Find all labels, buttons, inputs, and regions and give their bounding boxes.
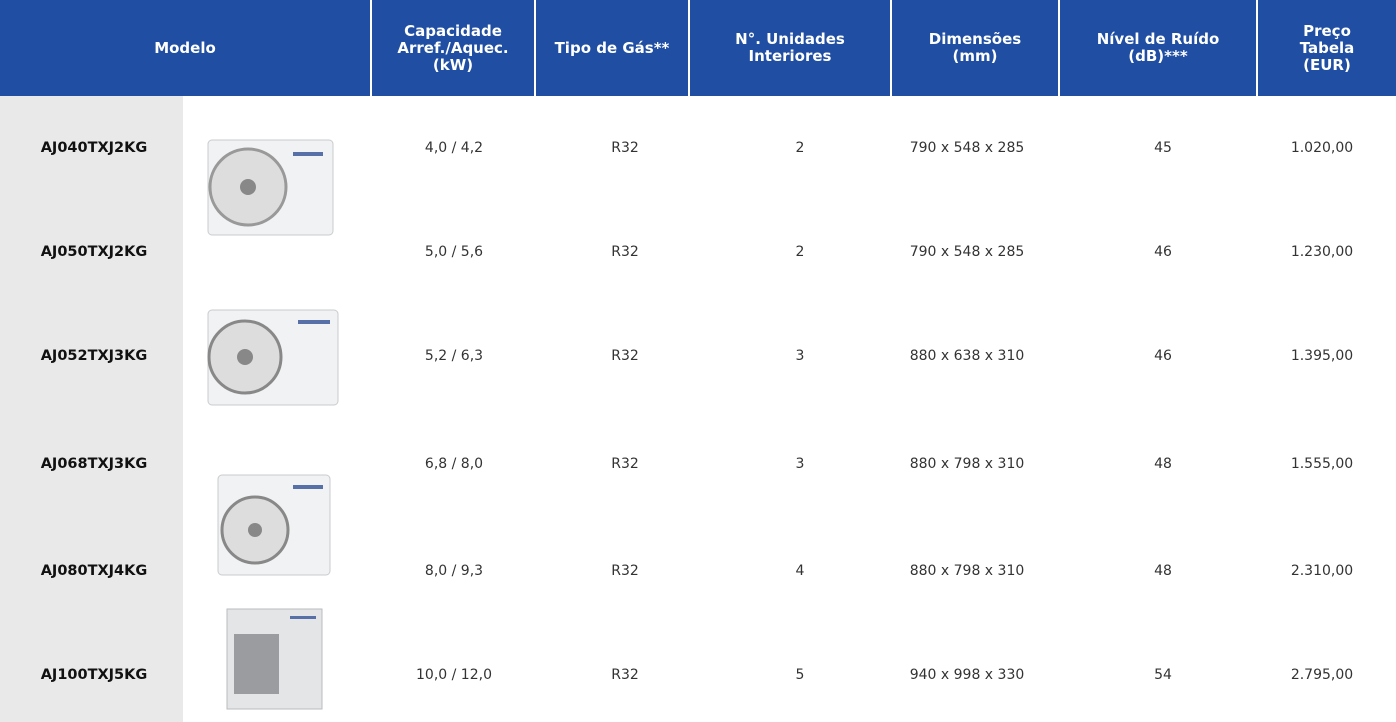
model-name: AJ100TXJ5KG [41, 667, 148, 683]
cell: 5 [796, 667, 805, 683]
cell: 10,0 / 12,0 [416, 667, 492, 683]
cell: 5,0 / 5,6 [425, 244, 483, 260]
cell: 6,8 / 8,0 [425, 456, 483, 472]
cell: 8,0 / 9,3 [425, 563, 483, 579]
header-line: Preço [1303, 23, 1351, 40]
cell: 880 x 638 x 310 [910, 348, 1025, 364]
model-column-bg [0, 96, 183, 722]
header-line: Modelo [154, 40, 216, 57]
model-name: AJ080TXJ4KG [41, 563, 148, 579]
header-line: (dB)*** [1128, 48, 1187, 65]
header-cell: Dimensões(mm) [892, 0, 1060, 96]
cell: R32 [611, 667, 639, 683]
header-line: Capacidade [404, 23, 502, 40]
model-name: AJ040TXJ2KG [41, 140, 148, 156]
header-line: Arref./Aquec. [397, 40, 508, 57]
product-image [203, 300, 343, 412]
cell: 880 x 798 x 310 [910, 456, 1025, 472]
cell: 46 [1154, 244, 1172, 260]
header-cell: Tipo de Gás** [536, 0, 690, 96]
cell: 1.230,00 [1291, 244, 1353, 260]
cell: R32 [611, 348, 639, 364]
model-name: AJ068TXJ3KG [41, 456, 148, 472]
cell: 790 x 548 x 285 [910, 140, 1025, 156]
header-cell: Modelo [0, 0, 372, 96]
product-image [222, 604, 327, 716]
cell: 940 x 998 x 330 [910, 667, 1025, 683]
cell: 880 x 798 x 310 [910, 563, 1025, 579]
cell: 48 [1154, 456, 1172, 472]
cell: 790 x 548 x 285 [910, 244, 1025, 260]
cell: 1.020,00 [1291, 140, 1353, 156]
model-name: AJ052TXJ3KG [41, 348, 148, 364]
cell: 1.555,00 [1291, 456, 1353, 472]
product-image [213, 470, 338, 582]
cell: 3 [796, 348, 805, 364]
model-name: AJ050TXJ2KG [41, 244, 148, 260]
cell: 2 [796, 244, 805, 260]
header-line: Interiores [749, 48, 832, 65]
cell: R32 [611, 244, 639, 260]
cell: 4 [796, 563, 805, 579]
cell: R32 [611, 563, 639, 579]
cell: R32 [611, 456, 639, 472]
header-line: (EUR) [1303, 57, 1351, 74]
cell: 1.395,00 [1291, 348, 1353, 364]
header-line: Tabela [1300, 40, 1355, 57]
cell: 4,0 / 4,2 [425, 140, 483, 156]
product-image [203, 130, 343, 250]
page: Modelo CapacidadeArref./Aquec.(kW) Tipo de… [0, 0, 1396, 722]
header-cell: Nível de Ruído(dB)*** [1060, 0, 1258, 96]
cell: 3 [796, 456, 805, 472]
cell: 2 [796, 140, 805, 156]
cell: 2.310,00 [1291, 563, 1353, 579]
header-line: Dimensões [929, 31, 1021, 48]
cell: R32 [611, 140, 639, 156]
header-line: N°. Unidades [735, 31, 845, 48]
cell: 46 [1154, 348, 1172, 364]
header-line: (kW) [433, 57, 473, 74]
header-line: Tipo de Gás** [555, 40, 670, 57]
cell: 2.795,00 [1291, 667, 1353, 683]
cell: 54 [1154, 667, 1172, 683]
cell: 45 [1154, 140, 1172, 156]
header-line: Nível de Ruído [1097, 31, 1220, 48]
cell: 5,2 / 6,3 [425, 348, 483, 364]
cell: 48 [1154, 563, 1172, 579]
header-line: (mm) [953, 48, 998, 65]
